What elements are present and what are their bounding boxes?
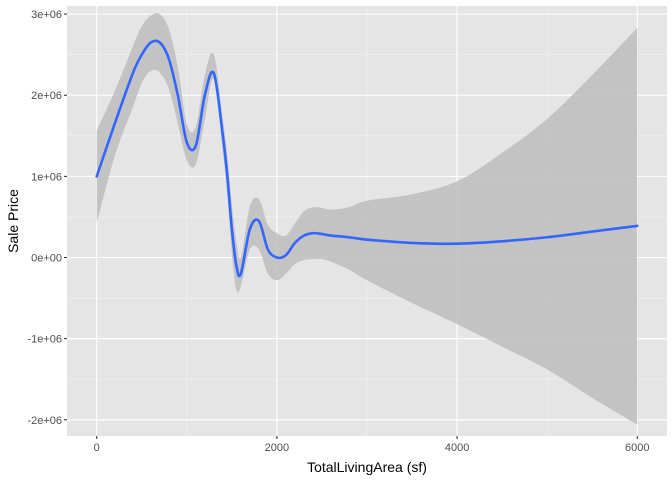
x-tick-label: 6000 (625, 442, 649, 454)
x-tick-label: 4000 (445, 442, 469, 454)
y-tick-label: 1e+06 (31, 171, 62, 183)
y-tick-label: 3e+06 (31, 9, 62, 21)
confidence-band (96, 13, 638, 425)
y-tick-label: -2e+06 (27, 415, 62, 427)
y-tick-label: 0e+00 (31, 253, 62, 265)
y-axis-ticks: -2e+06 -1e+06 0e+00 1e+06 2e+06 3e+06 (27, 9, 67, 427)
smooth-line (95, 39, 639, 278)
y-tick-label: -1e+06 (27, 334, 62, 346)
y-tick-label: 2e+06 (31, 90, 62, 102)
x-axis-ticks: 0 2000 4000 6000 (94, 436, 650, 454)
y-axis-title: Sale Price (5, 189, 21, 253)
x-tick-label: 2000 (265, 442, 289, 454)
x-axis-title: TotalLivingArea (sf) (307, 459, 427, 475)
x-tick-label: 0 (94, 442, 100, 454)
